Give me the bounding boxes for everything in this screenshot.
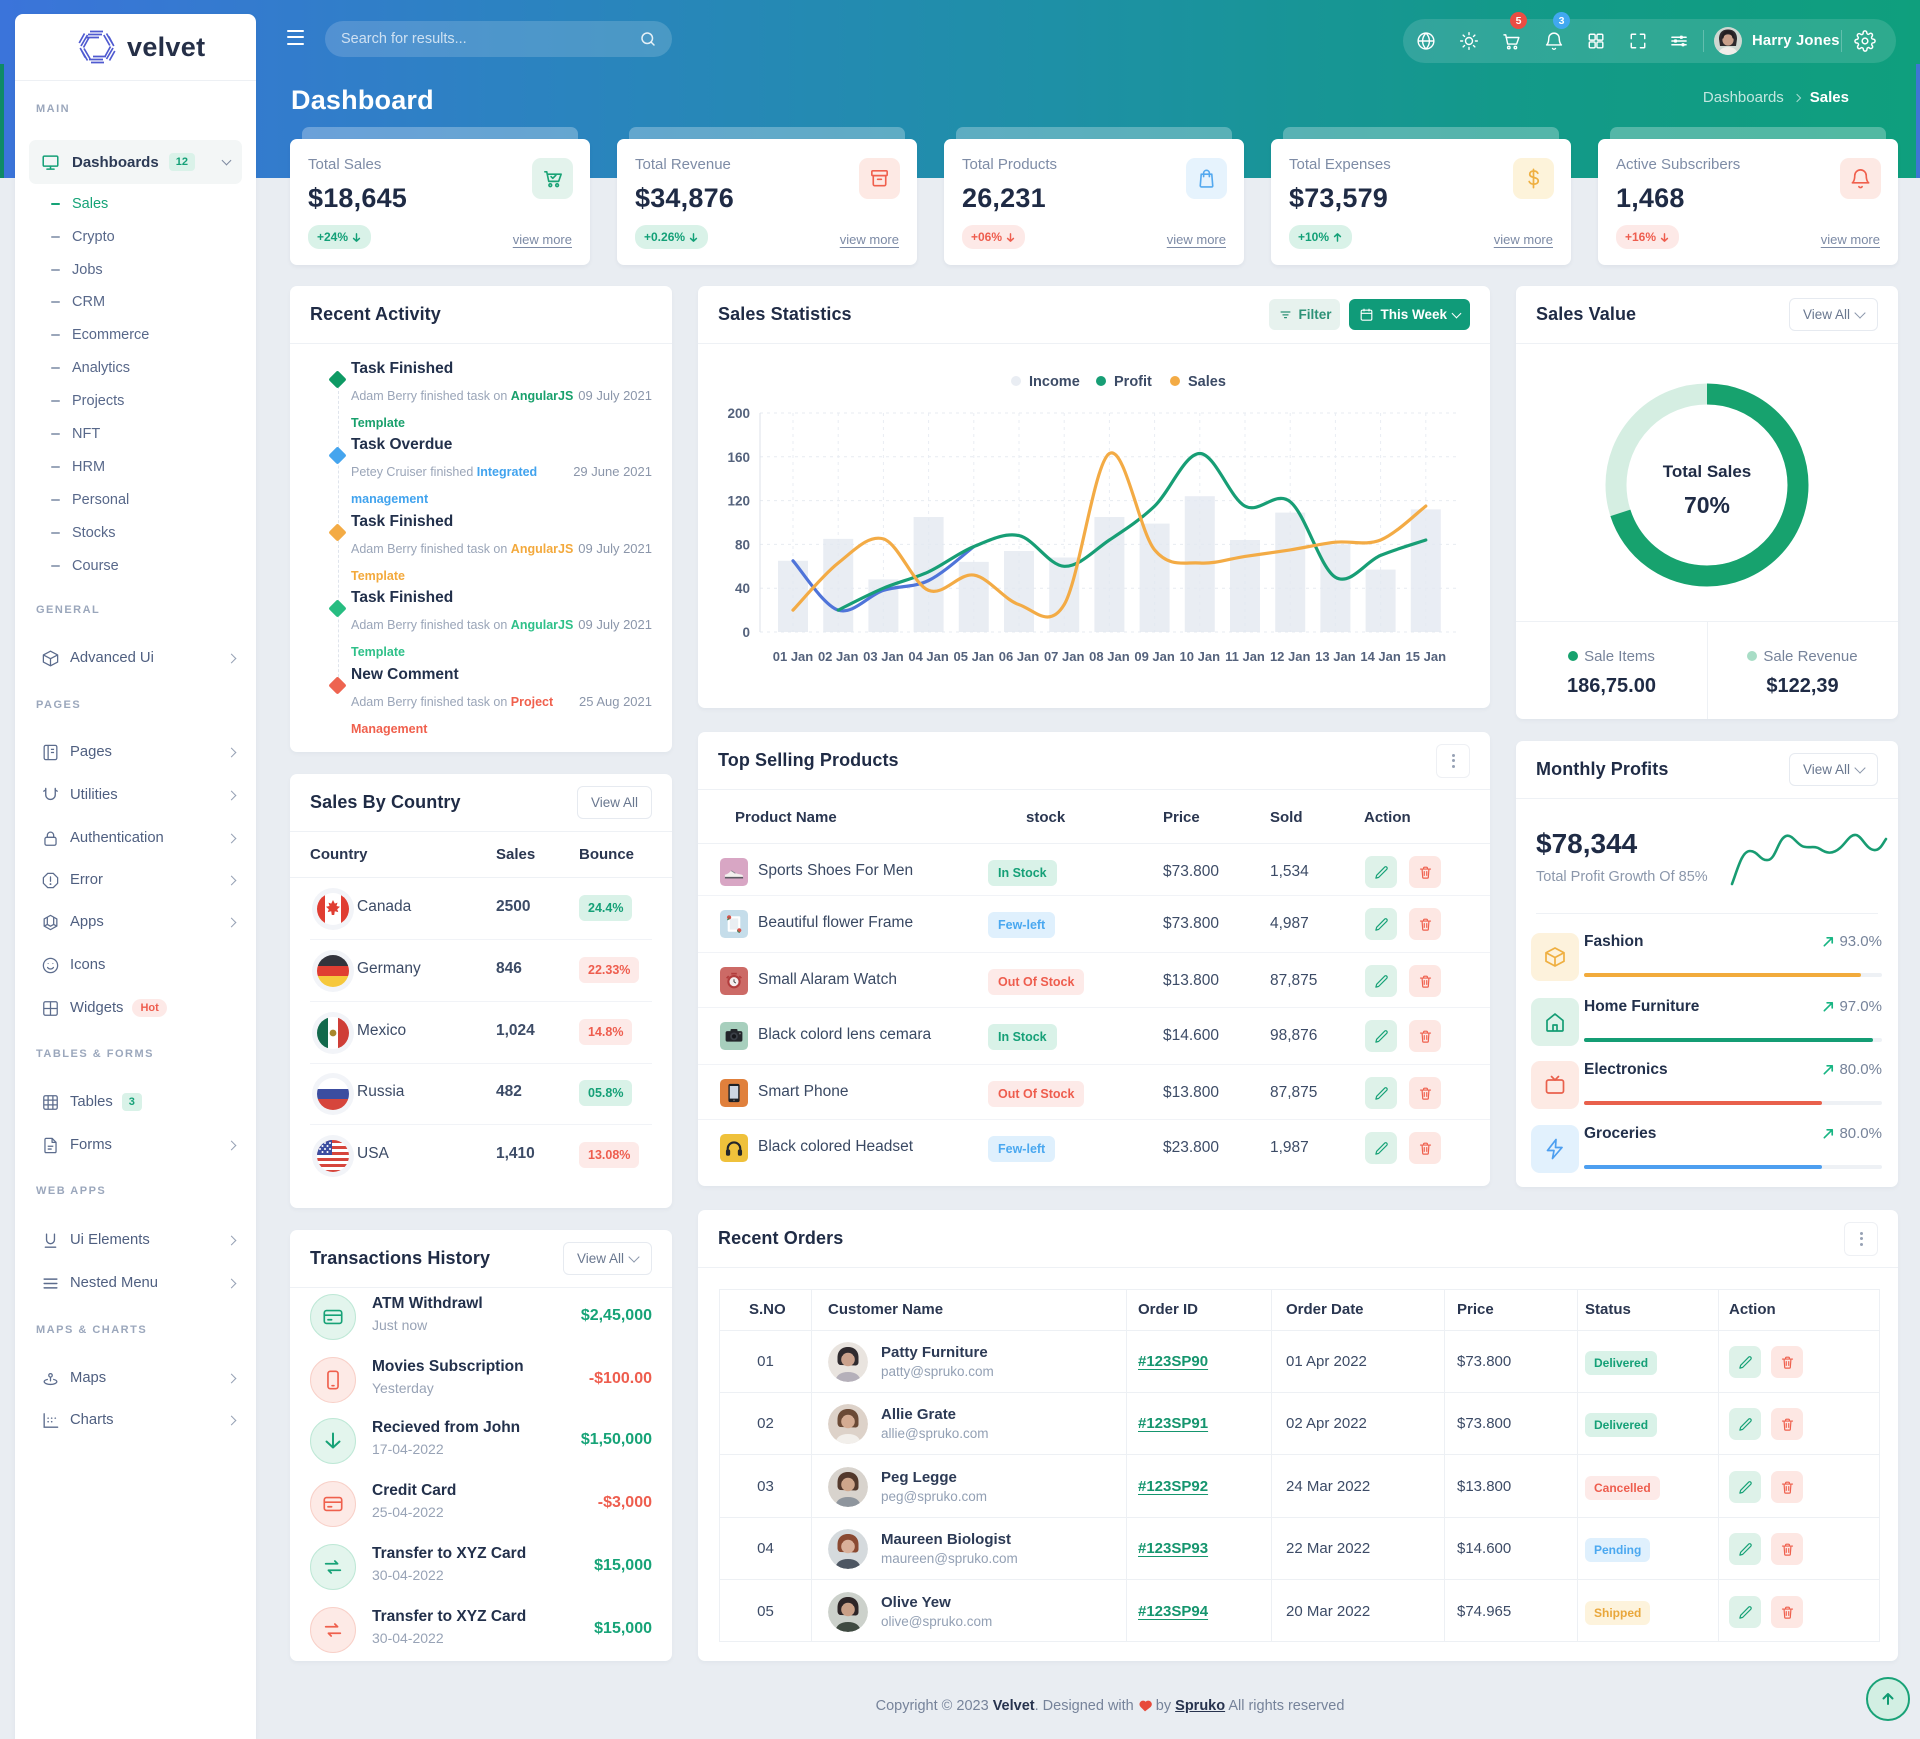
- svg-text:Income: Income: [1029, 374, 1080, 390]
- svg-text:11 Jan: 11 Jan: [1225, 649, 1265, 664]
- svg-text:40: 40: [735, 581, 750, 596]
- svg-text:07 Jan: 07 Jan: [1044, 649, 1085, 664]
- svg-text:05 Jan: 05 Jan: [954, 649, 995, 664]
- svg-text:0: 0: [742, 625, 750, 640]
- svg-text:04 Jan: 04 Jan: [908, 649, 949, 664]
- svg-text:10 Jan: 10 Jan: [1180, 649, 1221, 664]
- svg-text:01 Jan: 01 Jan: [773, 649, 814, 664]
- svg-text:Profit: Profit: [1114, 374, 1152, 390]
- svg-text:06 Jan: 06 Jan: [999, 649, 1040, 664]
- svg-text:120: 120: [727, 494, 750, 509]
- svg-text:Sales: Sales: [1188, 374, 1226, 390]
- svg-text:03 Jan: 03 Jan: [863, 649, 904, 664]
- svg-text:200: 200: [727, 406, 750, 421]
- svg-text:12 Jan: 12 Jan: [1270, 649, 1311, 664]
- svg-text:13 Jan: 13 Jan: [1315, 649, 1356, 664]
- svg-text:80: 80: [735, 537, 750, 552]
- svg-text:15 Jan: 15 Jan: [1406, 649, 1447, 664]
- svg-text:160: 160: [727, 450, 750, 465]
- svg-text:14 Jan: 14 Jan: [1360, 649, 1401, 664]
- svg-text:08 Jan: 08 Jan: [1089, 649, 1130, 664]
- svg-text:09 Jan: 09 Jan: [1134, 649, 1175, 664]
- svg-text:02 Jan: 02 Jan: [818, 649, 859, 664]
